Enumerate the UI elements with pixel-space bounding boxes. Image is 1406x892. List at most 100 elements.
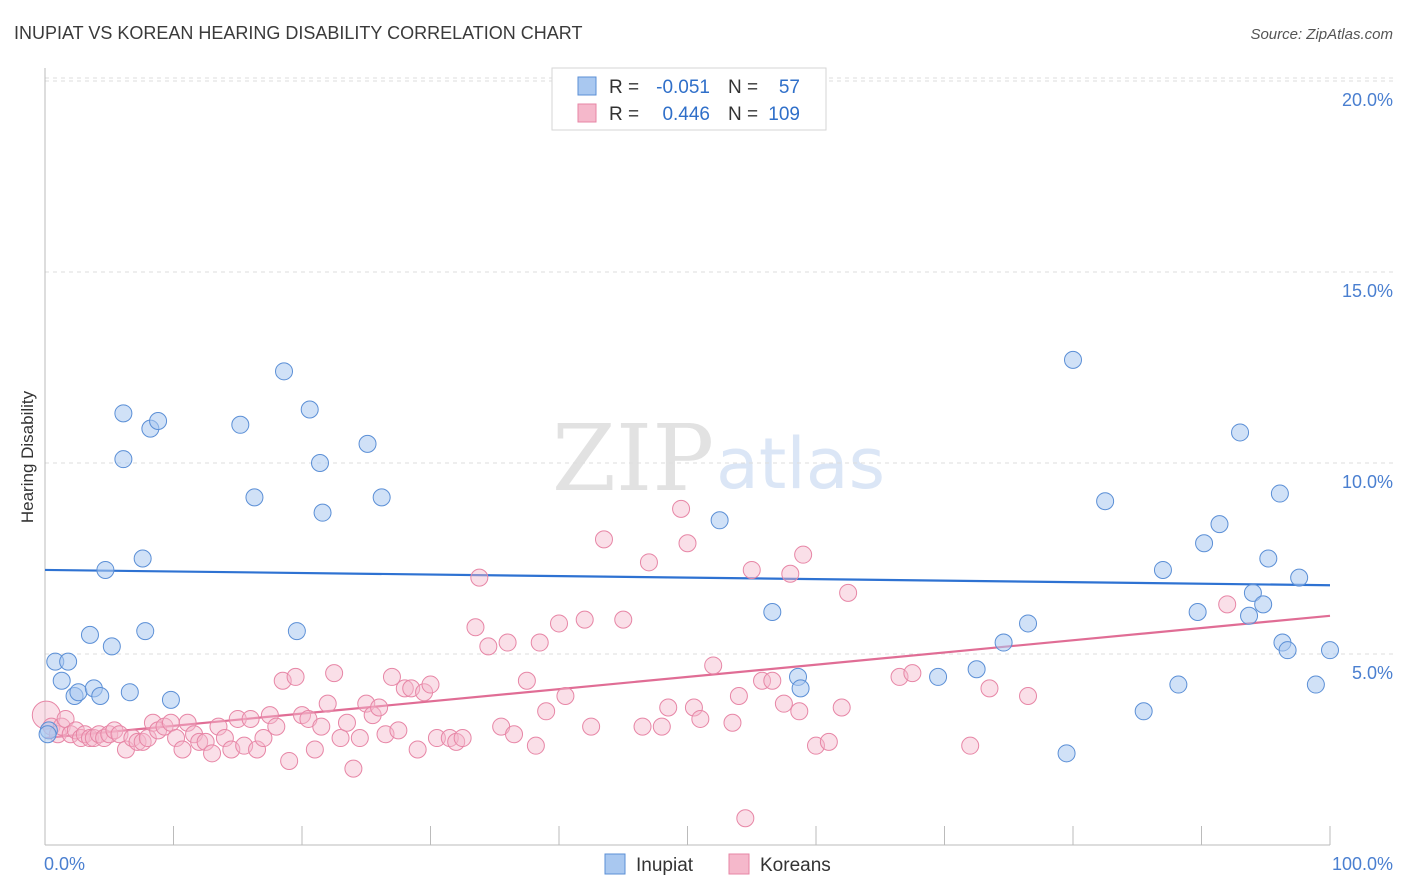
point-inupiat-19 <box>231 415 250 434</box>
point-inupiat-26 <box>358 434 377 453</box>
x-tick-label-min: 0.0% <box>44 854 85 874</box>
legend-n-value-inupiat: 57 <box>779 77 800 98</box>
point-koreans-38 <box>248 740 267 759</box>
point-inupiat-48 <box>1254 595 1273 614</box>
legend-n-label-inupiat: N = <box>728 77 758 98</box>
point-koreans-87 <box>639 553 658 572</box>
point-koreans-61 <box>395 679 414 698</box>
point-inupiat-6 <box>80 625 99 644</box>
point-koreans-77 <box>526 736 545 755</box>
watermark-atlas: atlas <box>716 423 885 505</box>
point-koreans-33 <box>215 729 234 748</box>
point-inupiat-47 <box>1243 583 1262 602</box>
point-koreans-9 <box>80 729 99 748</box>
y-tick-label-1: 10.0% <box>1342 472 1393 492</box>
point-inupiat-55 <box>1321 641 1339 660</box>
point-koreans-84 <box>594 530 613 549</box>
point-koreans-94 <box>704 656 723 675</box>
legend-bottom-swatch-inupiat <box>604 853 626 875</box>
point-koreans-99 <box>753 671 772 690</box>
point-koreans-37 <box>241 709 260 728</box>
point-inupiat-52 <box>1278 641 1297 660</box>
point-koreans-47 <box>305 740 324 759</box>
point-koreans-48 <box>312 717 331 736</box>
point-inupiat-38 <box>1096 492 1115 511</box>
y-tick-label-3: 20.0% <box>1342 90 1393 110</box>
point-koreans-76 <box>517 671 536 690</box>
point-koreans-81 <box>556 687 575 706</box>
point-koreans-74 <box>498 633 517 652</box>
point-inupiat-24 <box>310 454 329 472</box>
point-inupiat-5 <box>69 683 88 702</box>
point-inupiat-11 <box>114 404 133 423</box>
point-inupiat-20 <box>245 488 264 507</box>
point-inupiat-9 <box>96 560 115 579</box>
point-koreans-40 <box>260 706 279 725</box>
trend-line-inupiat <box>44 568 1331 587</box>
point-inupiat-49 <box>1259 549 1278 568</box>
point-inupiat-27 <box>372 488 391 507</box>
point-inupiat-23 <box>300 400 319 419</box>
point-koreans-39 <box>254 729 273 748</box>
point-koreans-72 <box>479 637 498 656</box>
point-inupiat-34 <box>994 633 1013 652</box>
legend-bottom-label-inupiat: Inupiat <box>636 855 694 876</box>
point-koreans-49 <box>318 694 337 713</box>
point-koreans-80 <box>550 614 568 633</box>
point-koreans-102 <box>781 564 800 583</box>
point-koreans-90 <box>672 499 691 518</box>
point-koreans-93 <box>691 709 710 728</box>
point-koreans-91 <box>678 534 697 553</box>
point-koreans-98 <box>742 560 761 579</box>
point-koreans-31 <box>203 744 222 763</box>
legend-top: R = -0.051 N = 57 R = 0.446 N = 109 <box>551 67 827 131</box>
point-inupiat-54 <box>1306 675 1325 694</box>
point-inupiat-15 <box>136 622 155 641</box>
point-koreans-104 <box>794 545 813 564</box>
point-inupiat-28 <box>710 511 729 530</box>
legend-bottom: Inupiat Koreans <box>604 853 831 876</box>
point-koreans-51 <box>331 729 350 748</box>
point-koreans-101 <box>774 694 793 713</box>
point-koreans-71 <box>470 568 489 587</box>
watermark-zip: ZIP <box>552 405 714 512</box>
point-koreans-85 <box>614 610 633 629</box>
point-koreans-26 <box>173 740 192 759</box>
point-inupiat-17 <box>149 411 168 430</box>
point-inupiat-3 <box>52 671 71 690</box>
legend-r-label-koreans: R = <box>609 104 639 125</box>
point-inupiat-35 <box>1019 614 1038 633</box>
legend-r-value-koreans: 0.446 <box>662 104 710 125</box>
point-koreans-107 <box>832 698 851 717</box>
point-inupiat-8 <box>91 687 110 706</box>
legend-n-value-koreans: 109 <box>768 104 800 125</box>
point-inupiat-39 <box>1134 702 1153 721</box>
legend-n-label-koreans: N = <box>728 104 758 125</box>
point-koreans-88 <box>652 717 671 736</box>
axes <box>44 68 1331 846</box>
point-koreans-54 <box>350 729 369 748</box>
point-inupiat-13 <box>120 683 139 702</box>
point-koreans-111 <box>961 736 980 755</box>
point-koreans-52 <box>337 713 356 732</box>
point-koreans-44 <box>286 667 305 686</box>
point-koreans-95 <box>723 713 742 732</box>
grid-lines <box>45 77 1393 655</box>
point-koreans-114 <box>1218 595 1237 614</box>
point-koreans-103 <box>790 702 809 721</box>
point-koreans-110 <box>903 664 922 683</box>
point-inupiat-21 <box>275 362 294 381</box>
point-inupiat-22 <box>287 622 306 641</box>
point-inupiat-36 <box>1057 744 1076 763</box>
point-inupiat-37 <box>1064 350 1082 369</box>
point-koreans-24 <box>161 713 180 732</box>
point-koreans-27 <box>178 713 197 732</box>
point-inupiat-50 <box>1270 484 1289 503</box>
point-koreans-64 <box>415 683 434 702</box>
y-tick-label-0: 5.0% <box>1352 663 1393 683</box>
y-tick-labels: 5.0% 10.0% 15.0% 20.0% <box>1342 90 1393 683</box>
x-tick-label-max: 100.0% <box>1332 854 1393 874</box>
point-koreans-82 <box>575 610 594 629</box>
point-koreans-50 <box>325 664 344 683</box>
